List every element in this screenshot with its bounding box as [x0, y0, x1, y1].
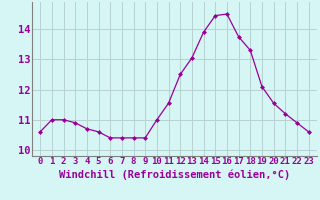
- X-axis label: Windchill (Refroidissement éolien,°C): Windchill (Refroidissement éolien,°C): [59, 169, 290, 180]
